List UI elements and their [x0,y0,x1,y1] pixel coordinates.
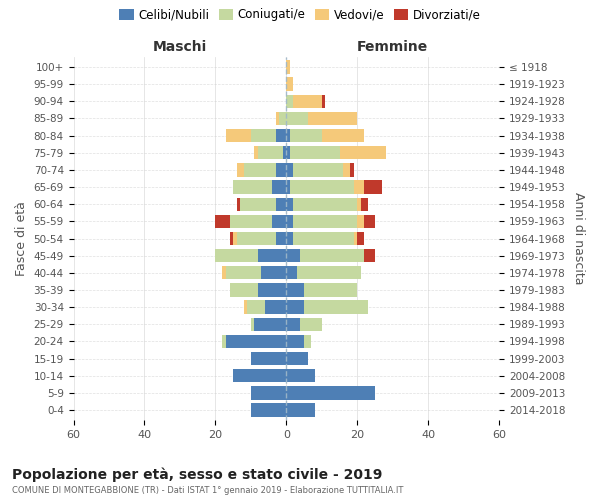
Bar [262,266,286,280]
Bar [364,180,382,194]
Bar [361,198,368,211]
Bar [353,180,364,194]
Bar [340,146,386,160]
Bar [293,163,343,176]
Bar [364,249,375,262]
Legend: Celibi/Nubili, Coniugati/e, Vedovi/e, Divorziati/e: Celibi/Nubili, Coniugati/e, Vedovi/e, Di… [117,6,483,24]
Bar [275,112,279,125]
Bar [286,334,304,348]
Bar [286,284,304,296]
Bar [226,129,251,142]
Bar [251,404,286,416]
Bar [275,163,286,176]
Bar [283,146,286,160]
Bar [286,60,290,74]
Bar [240,198,275,211]
Bar [290,146,340,160]
Bar [215,214,230,228]
Text: COMUNE DI MONTEGABBIONE (TR) - Dati ISTAT 1° gennaio 2019 - Elaborazione TUTTITA: COMUNE DI MONTEGABBIONE (TR) - Dati ISTA… [12,486,403,495]
Bar [343,163,350,176]
Bar [244,300,247,314]
Bar [304,300,368,314]
Bar [322,129,364,142]
Bar [230,214,272,228]
Bar [236,198,240,211]
Bar [293,198,357,211]
Bar [258,284,286,296]
Y-axis label: Fasce di età: Fasce di età [15,201,28,276]
Bar [286,404,314,416]
Bar [286,94,293,108]
Bar [286,232,293,245]
Bar [301,249,364,262]
Bar [251,352,286,365]
Bar [254,146,258,160]
Bar [290,180,353,194]
Bar [223,334,226,348]
Bar [357,232,364,245]
Bar [322,94,325,108]
Bar [230,284,258,296]
Bar [286,198,293,211]
Bar [304,334,311,348]
Bar [233,180,272,194]
Text: Popolazione per età, sesso e stato civile - 2019: Popolazione per età, sesso e stato civil… [12,468,382,482]
Bar [290,129,322,142]
Bar [258,249,286,262]
Bar [223,266,226,280]
Bar [215,249,258,262]
Y-axis label: Anni di nascita: Anni di nascita [572,192,585,285]
Bar [226,334,286,348]
Bar [286,214,293,228]
Bar [236,232,275,245]
Bar [286,300,304,314]
Bar [308,112,357,125]
Bar [293,214,357,228]
Bar [286,163,293,176]
Bar [233,232,236,245]
Bar [233,369,286,382]
Bar [236,163,244,176]
Text: Maschi: Maschi [153,40,207,54]
Bar [350,163,353,176]
Bar [286,318,301,331]
Bar [251,129,275,142]
Bar [286,249,301,262]
Bar [286,369,314,382]
Bar [258,146,283,160]
Bar [286,78,293,91]
Bar [279,112,286,125]
Bar [251,386,286,400]
Bar [230,232,233,245]
Bar [272,180,286,194]
Bar [244,163,275,176]
Bar [251,318,254,331]
Bar [286,266,297,280]
Bar [357,198,361,211]
Bar [286,386,375,400]
Bar [301,318,322,331]
Bar [226,266,262,280]
Bar [364,214,375,228]
Bar [265,300,286,314]
Bar [254,318,286,331]
Bar [275,232,286,245]
Bar [357,214,364,228]
Bar [286,129,290,142]
Bar [286,180,290,194]
Bar [247,300,265,314]
Bar [275,198,286,211]
Bar [272,214,286,228]
Bar [297,266,361,280]
Bar [286,112,308,125]
Bar [293,94,322,108]
Text: Femmine: Femmine [357,40,428,54]
Bar [286,352,308,365]
Bar [353,232,357,245]
Bar [275,129,286,142]
Bar [286,146,290,160]
Bar [293,232,353,245]
Bar [304,284,357,296]
